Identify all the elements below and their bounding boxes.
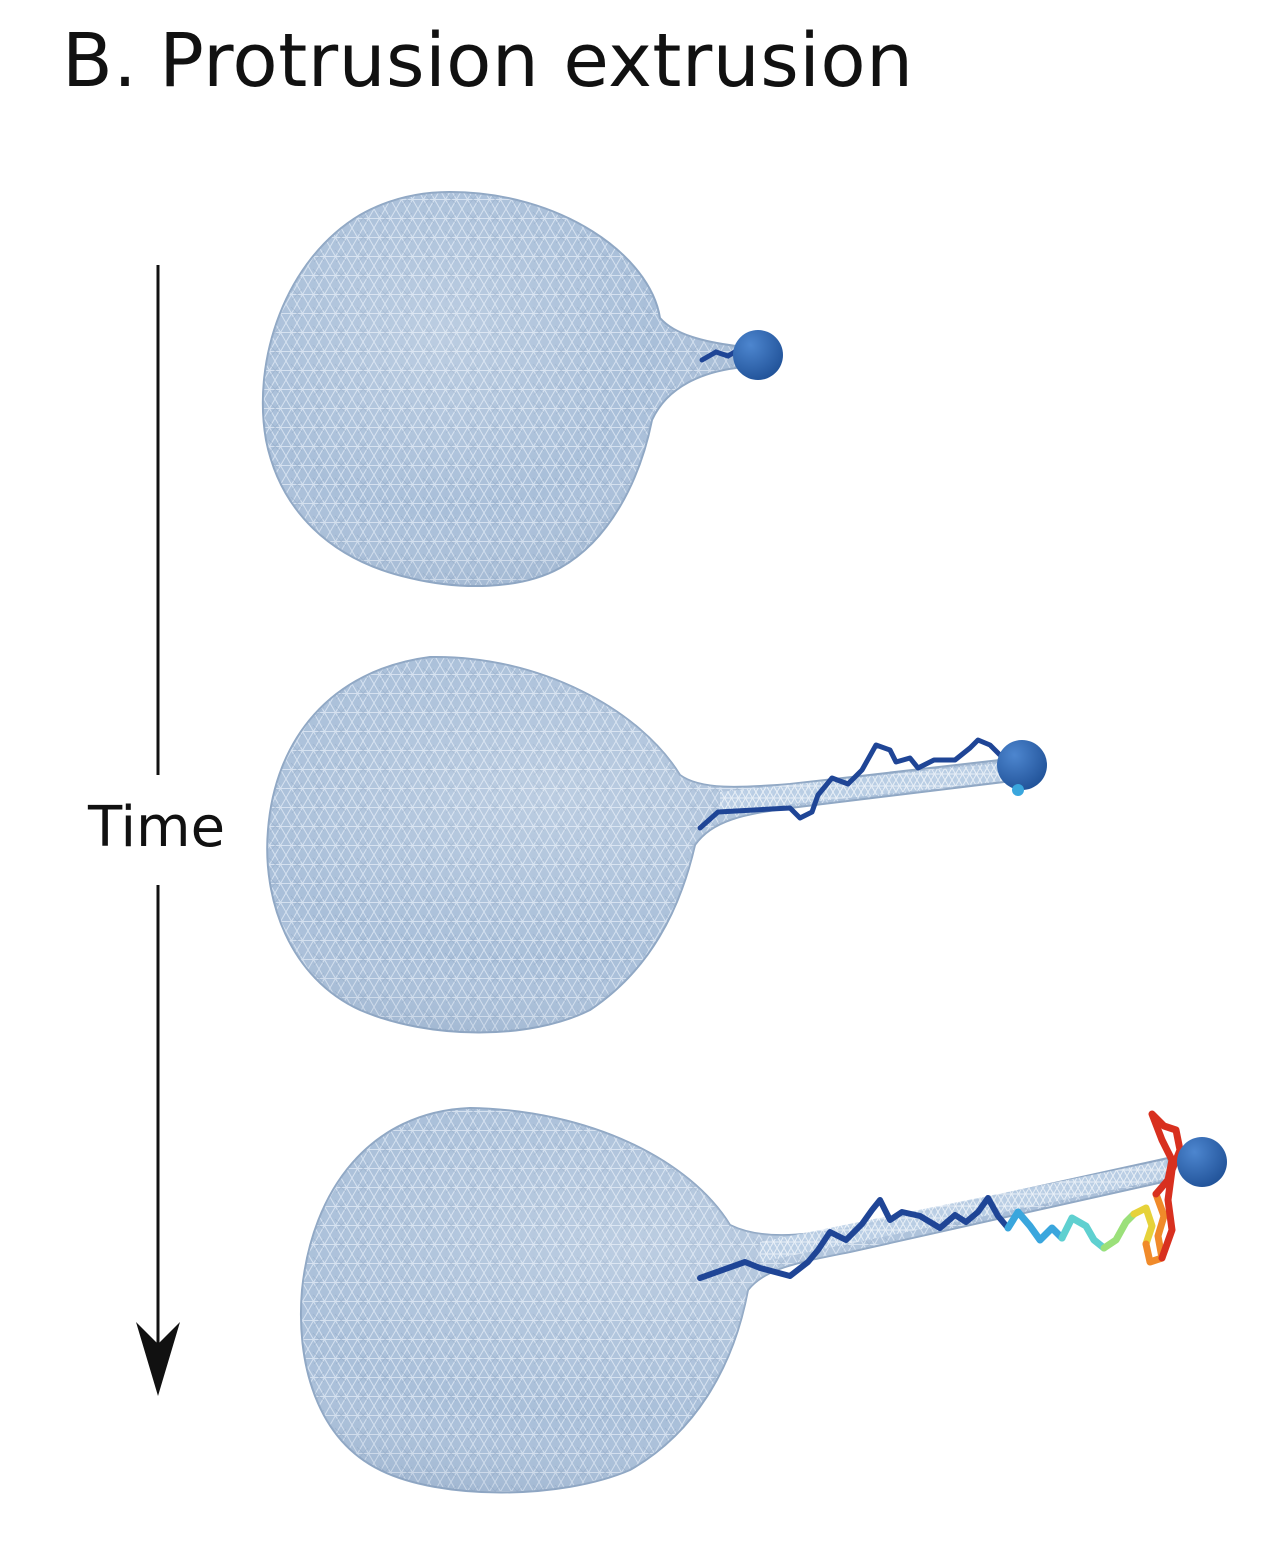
- filament-2: [697, 737, 1003, 831]
- protrusion-tube-3: [760, 1160, 1170, 1262]
- filament-3-cyan: [1004, 1208, 1066, 1244]
- panel-title: B. Protrusion extrusion: [62, 18, 914, 104]
- protrusion-tube-2: [720, 763, 1003, 812]
- bead-2-tag: [1012, 784, 1024, 796]
- frame-1: [261, 190, 783, 587]
- time-axis-arrowhead: [136, 1322, 180, 1396]
- bead-1: [733, 330, 783, 380]
- filament-3-yellow: [1130, 1204, 1156, 1248]
- time-label: Time: [88, 795, 226, 860]
- filament-3-red: [1148, 1110, 1184, 1262]
- filament-3-orange: [1142, 1190, 1168, 1266]
- bead-2: [997, 740, 1047, 790]
- filament-1: [699, 347, 741, 363]
- frame-2: [266, 655, 1047, 1034]
- panel-letter: B.: [62, 18, 138, 104]
- frame-3: [299, 1106, 1227, 1494]
- filament-3-teal: [1058, 1214, 1108, 1252]
- filament-3-dark: [697, 1195, 1011, 1281]
- panel-title-text: Protrusion extrusion: [159, 18, 914, 104]
- bead-3: [1177, 1137, 1227, 1187]
- filament-3-green: [1100, 1210, 1138, 1252]
